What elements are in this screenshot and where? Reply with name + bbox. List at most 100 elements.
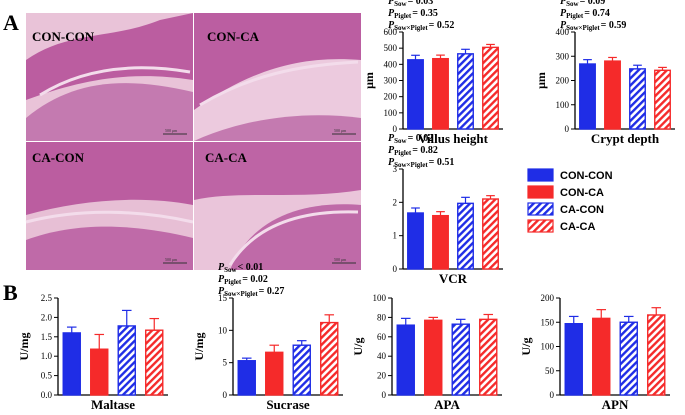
panel-label-b: B xyxy=(3,280,18,305)
micrograph-con-con: CON-CON 500 μm xyxy=(26,13,193,141)
legend-label: CON-CON xyxy=(560,170,613,182)
y-tick-label: 60 xyxy=(377,332,387,342)
bar-con-con xyxy=(407,212,424,270)
y-tick-label: 1.5 xyxy=(41,332,53,342)
bar-ca-ca xyxy=(654,69,671,130)
bar-ca-con xyxy=(619,321,638,396)
bar-ca-con xyxy=(457,202,474,270)
y-tick-label: 3 xyxy=(393,164,398,174)
bar-con-ca xyxy=(90,348,109,396)
p-value-annotation: PSow×Piglet= 0.59 xyxy=(560,20,626,32)
y-tick-label: 10 xyxy=(218,325,228,335)
y-tick-label: 100 xyxy=(384,108,398,118)
y-tick-label: 600 xyxy=(384,27,398,37)
legend-label: CON-CA xyxy=(560,187,604,199)
x-axis-label: Crypt depth xyxy=(591,131,660,146)
micrograph-label: CA-CON xyxy=(32,150,85,165)
y-tick-label: 0 xyxy=(223,390,228,400)
y-tick-label: 0 xyxy=(550,390,555,400)
bar-con-ca xyxy=(592,317,611,396)
p-value-annotation: PPiglet= 0.35 xyxy=(388,8,438,20)
bar-ca-con xyxy=(629,68,646,130)
bar-con-con xyxy=(579,63,596,130)
micrograph-ca-con: CA-CON 500 μm xyxy=(25,142,194,270)
y-tick-label: 40 xyxy=(377,351,387,361)
bar-ca-ca xyxy=(647,314,666,396)
y-tick-label: 400 xyxy=(556,27,570,37)
scale-bar-label: 500 μm xyxy=(165,128,178,133)
p-value-annotation: PPiglet= 0.82 xyxy=(388,145,438,157)
y-tick-label: 300 xyxy=(384,76,398,86)
y-tick-label: 100 xyxy=(541,342,555,352)
bar-ca-con xyxy=(451,323,470,396)
y-tick-label: 500 xyxy=(384,43,398,53)
chart-apn: 0 50 100 150 200 U/g APN xyxy=(519,293,670,412)
y-tick-label: 0 xyxy=(382,390,387,400)
micrograph-label: CON-CON xyxy=(32,29,95,44)
legend: CON-CON CON-CA CA-CON CA-CA xyxy=(527,168,613,233)
y-axis-label: U/g xyxy=(351,338,365,356)
y-tick-label: 100 xyxy=(556,100,570,110)
y-tick-label: 200 xyxy=(541,293,555,303)
bar-ca-ca xyxy=(479,318,498,396)
y-tick-label: 2 xyxy=(393,197,398,207)
y-tick-label: 2.5 xyxy=(41,293,53,303)
scale-bar-label: 500 μm xyxy=(334,128,347,133)
p-value-annotation: PSow×Piglet= 0.51 xyxy=(388,157,454,169)
x-axis-label: Sucrase xyxy=(266,397,310,412)
bar-con-ca xyxy=(424,319,443,396)
bar-con-con xyxy=(396,324,415,396)
y-tick-label: 0.0 xyxy=(41,390,53,400)
y-tick-label: 5 xyxy=(223,358,228,368)
chart-maltase: 0.0 0.5 1.0 1.5 2.0 2.5 U/mg Maltase xyxy=(17,293,168,412)
x-axis-label: APN xyxy=(602,397,629,412)
y-tick-label: 200 xyxy=(556,76,570,86)
bar-con-con xyxy=(407,59,424,130)
y-tick-label: 0 xyxy=(393,124,398,134)
p-value-annotation: PPiglet= 0.02 xyxy=(218,274,268,286)
y-axis-label: U/mg xyxy=(192,333,206,361)
y-axis-label: μm xyxy=(534,72,548,89)
p-value-annotation: PSow×Piglet= 0.27 xyxy=(218,286,284,298)
y-tick-label: 300 xyxy=(556,51,570,61)
legend-swatch xyxy=(527,185,554,199)
y-tick-label: 15 xyxy=(218,293,228,303)
y-tick-label: 2.0 xyxy=(41,312,53,322)
x-axis-label: APA xyxy=(434,397,460,412)
y-tick-label: 80 xyxy=(377,312,387,322)
bar-ca-con xyxy=(457,53,474,130)
bar-con-ca xyxy=(432,214,449,270)
scale-bar-label: 500 μm xyxy=(334,257,347,262)
legend-swatch xyxy=(527,202,554,216)
y-tick-label: 0.5 xyxy=(41,371,53,381)
y-tick-label: 200 xyxy=(384,92,398,102)
p-value-annotation: PSow= 0.09 xyxy=(560,0,605,8)
scale-bar-label: 500 μm xyxy=(165,257,178,262)
bar-con-ca xyxy=(265,351,284,396)
y-axis-label: U/g xyxy=(519,338,533,356)
legend-swatch xyxy=(527,219,554,233)
panel-label-a: A xyxy=(3,10,19,35)
y-tick-label: 0 xyxy=(565,124,570,134)
x-axis-label: Villus height xyxy=(418,131,489,146)
micrograph-con-ca: CON-CA 500 μm xyxy=(194,13,361,141)
p-value-annotation: PSow< 0.01 xyxy=(218,262,263,274)
y-axis-label: μm xyxy=(362,72,376,89)
micrograph-grid: CON-CON 500 μm CON-CA 500 μm CA-CON 500 … xyxy=(25,13,361,270)
legend-label: CA-CON xyxy=(560,204,604,216)
chart-apa: 0 20 40 60 80 100 U/g APA xyxy=(351,293,502,412)
bar-con-con xyxy=(62,332,81,396)
bar-con-con xyxy=(237,360,256,396)
bar-ca-con xyxy=(292,344,311,396)
y-axis-label: U/mg xyxy=(17,333,31,361)
y-tick-label: 150 xyxy=(541,317,555,327)
y-tick-label: 20 xyxy=(377,371,387,381)
bar-ca-ca xyxy=(482,46,499,130)
bar-ca-con xyxy=(117,325,136,396)
p-value-annotation: PSow= 0.02 xyxy=(388,133,433,145)
